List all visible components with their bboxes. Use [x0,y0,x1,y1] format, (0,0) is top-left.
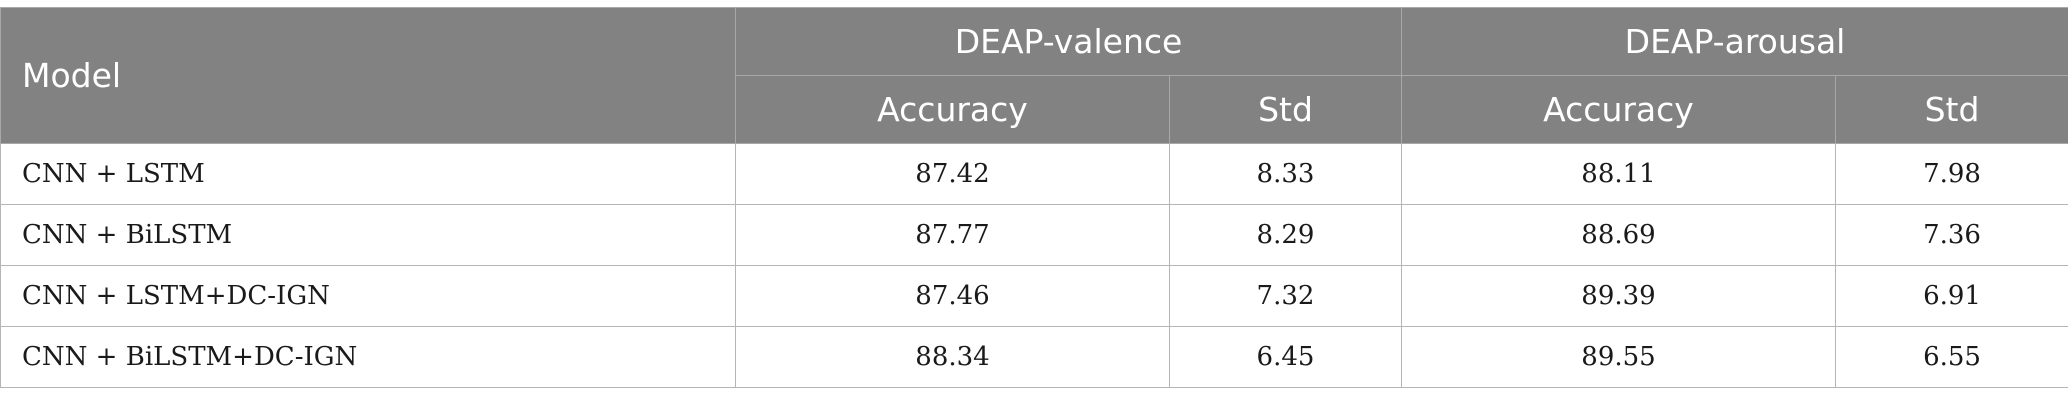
table-row: CNN + LSTM+DC-IGN 87.46 7.32 89.39 6.91 [0,265,2068,327]
header-arousal-accuracy: Accuracy [1401,75,1836,144]
cell-valence-accuracy: 87.77 [735,204,1170,266]
header-model: Model [0,7,736,144]
cell-valence-std: 7.32 [1169,265,1402,327]
table-header: Model DEAP-valence DEAP-arousal Accuracy… [0,7,2068,144]
header-row-groups: Model DEAP-valence DEAP-arousal [0,7,2068,144]
cell-arousal-accuracy: 88.11 [1401,143,1836,205]
cell-valence-accuracy: 87.42 [735,143,1170,205]
cell-valence-std: 8.29 [1169,204,1402,266]
cell-model: CNN + LSTM+DC-IGN [0,265,736,327]
header-arousal-std: Std [1834,75,2068,144]
cell-arousal-std: 7.98 [1834,143,2068,205]
cell-model: CNN + BiLSTM+DC-IGN [0,326,736,388]
cell-model: CNN + LSTM [0,143,736,205]
cell-model: CNN + BiLSTM [0,204,736,266]
cell-valence-std: 6.45 [1169,326,1402,388]
cell-arousal-std: 6.91 [1834,265,2068,327]
header-row-metrics: Accuracy Std Accuracy Std [1,75,2068,144]
header-deap-arousal: DEAP-arousal [1400,7,2068,76]
header-valence-std: Std [1169,75,1402,144]
cell-arousal-std: 7.36 [1834,204,2068,266]
header-valence-accuracy: Accuracy [735,75,1170,144]
cell-valence-accuracy: 87.46 [735,265,1170,327]
table-row: CNN + BiLSTM+DC-IGN 88.34 6.45 89.55 6.5… [0,326,2068,388]
cell-valence-accuracy: 88.34 [735,326,1170,388]
header-deap-valence: DEAP-valence [735,7,1402,76]
cell-valence-std: 8.33 [1169,143,1402,205]
table-row: CNN + LSTM 87.42 8.33 88.11 7.98 [0,143,2068,205]
cell-arousal-accuracy: 89.39 [1401,265,1836,327]
results-table: Model DEAP-valence DEAP-arousal Accuracy… [0,7,2068,388]
table-row: CNN + BiLSTM 87.77 8.29 88.69 7.36 [0,204,2068,266]
cell-arousal-accuracy: 88.69 [1401,204,1836,266]
cell-arousal-std: 6.55 [1834,326,2068,388]
table-body: CNN + LSTM 87.42 8.33 88.11 7.98 CNN + B… [0,143,2068,388]
cell-arousal-accuracy: 89.55 [1401,326,1836,388]
